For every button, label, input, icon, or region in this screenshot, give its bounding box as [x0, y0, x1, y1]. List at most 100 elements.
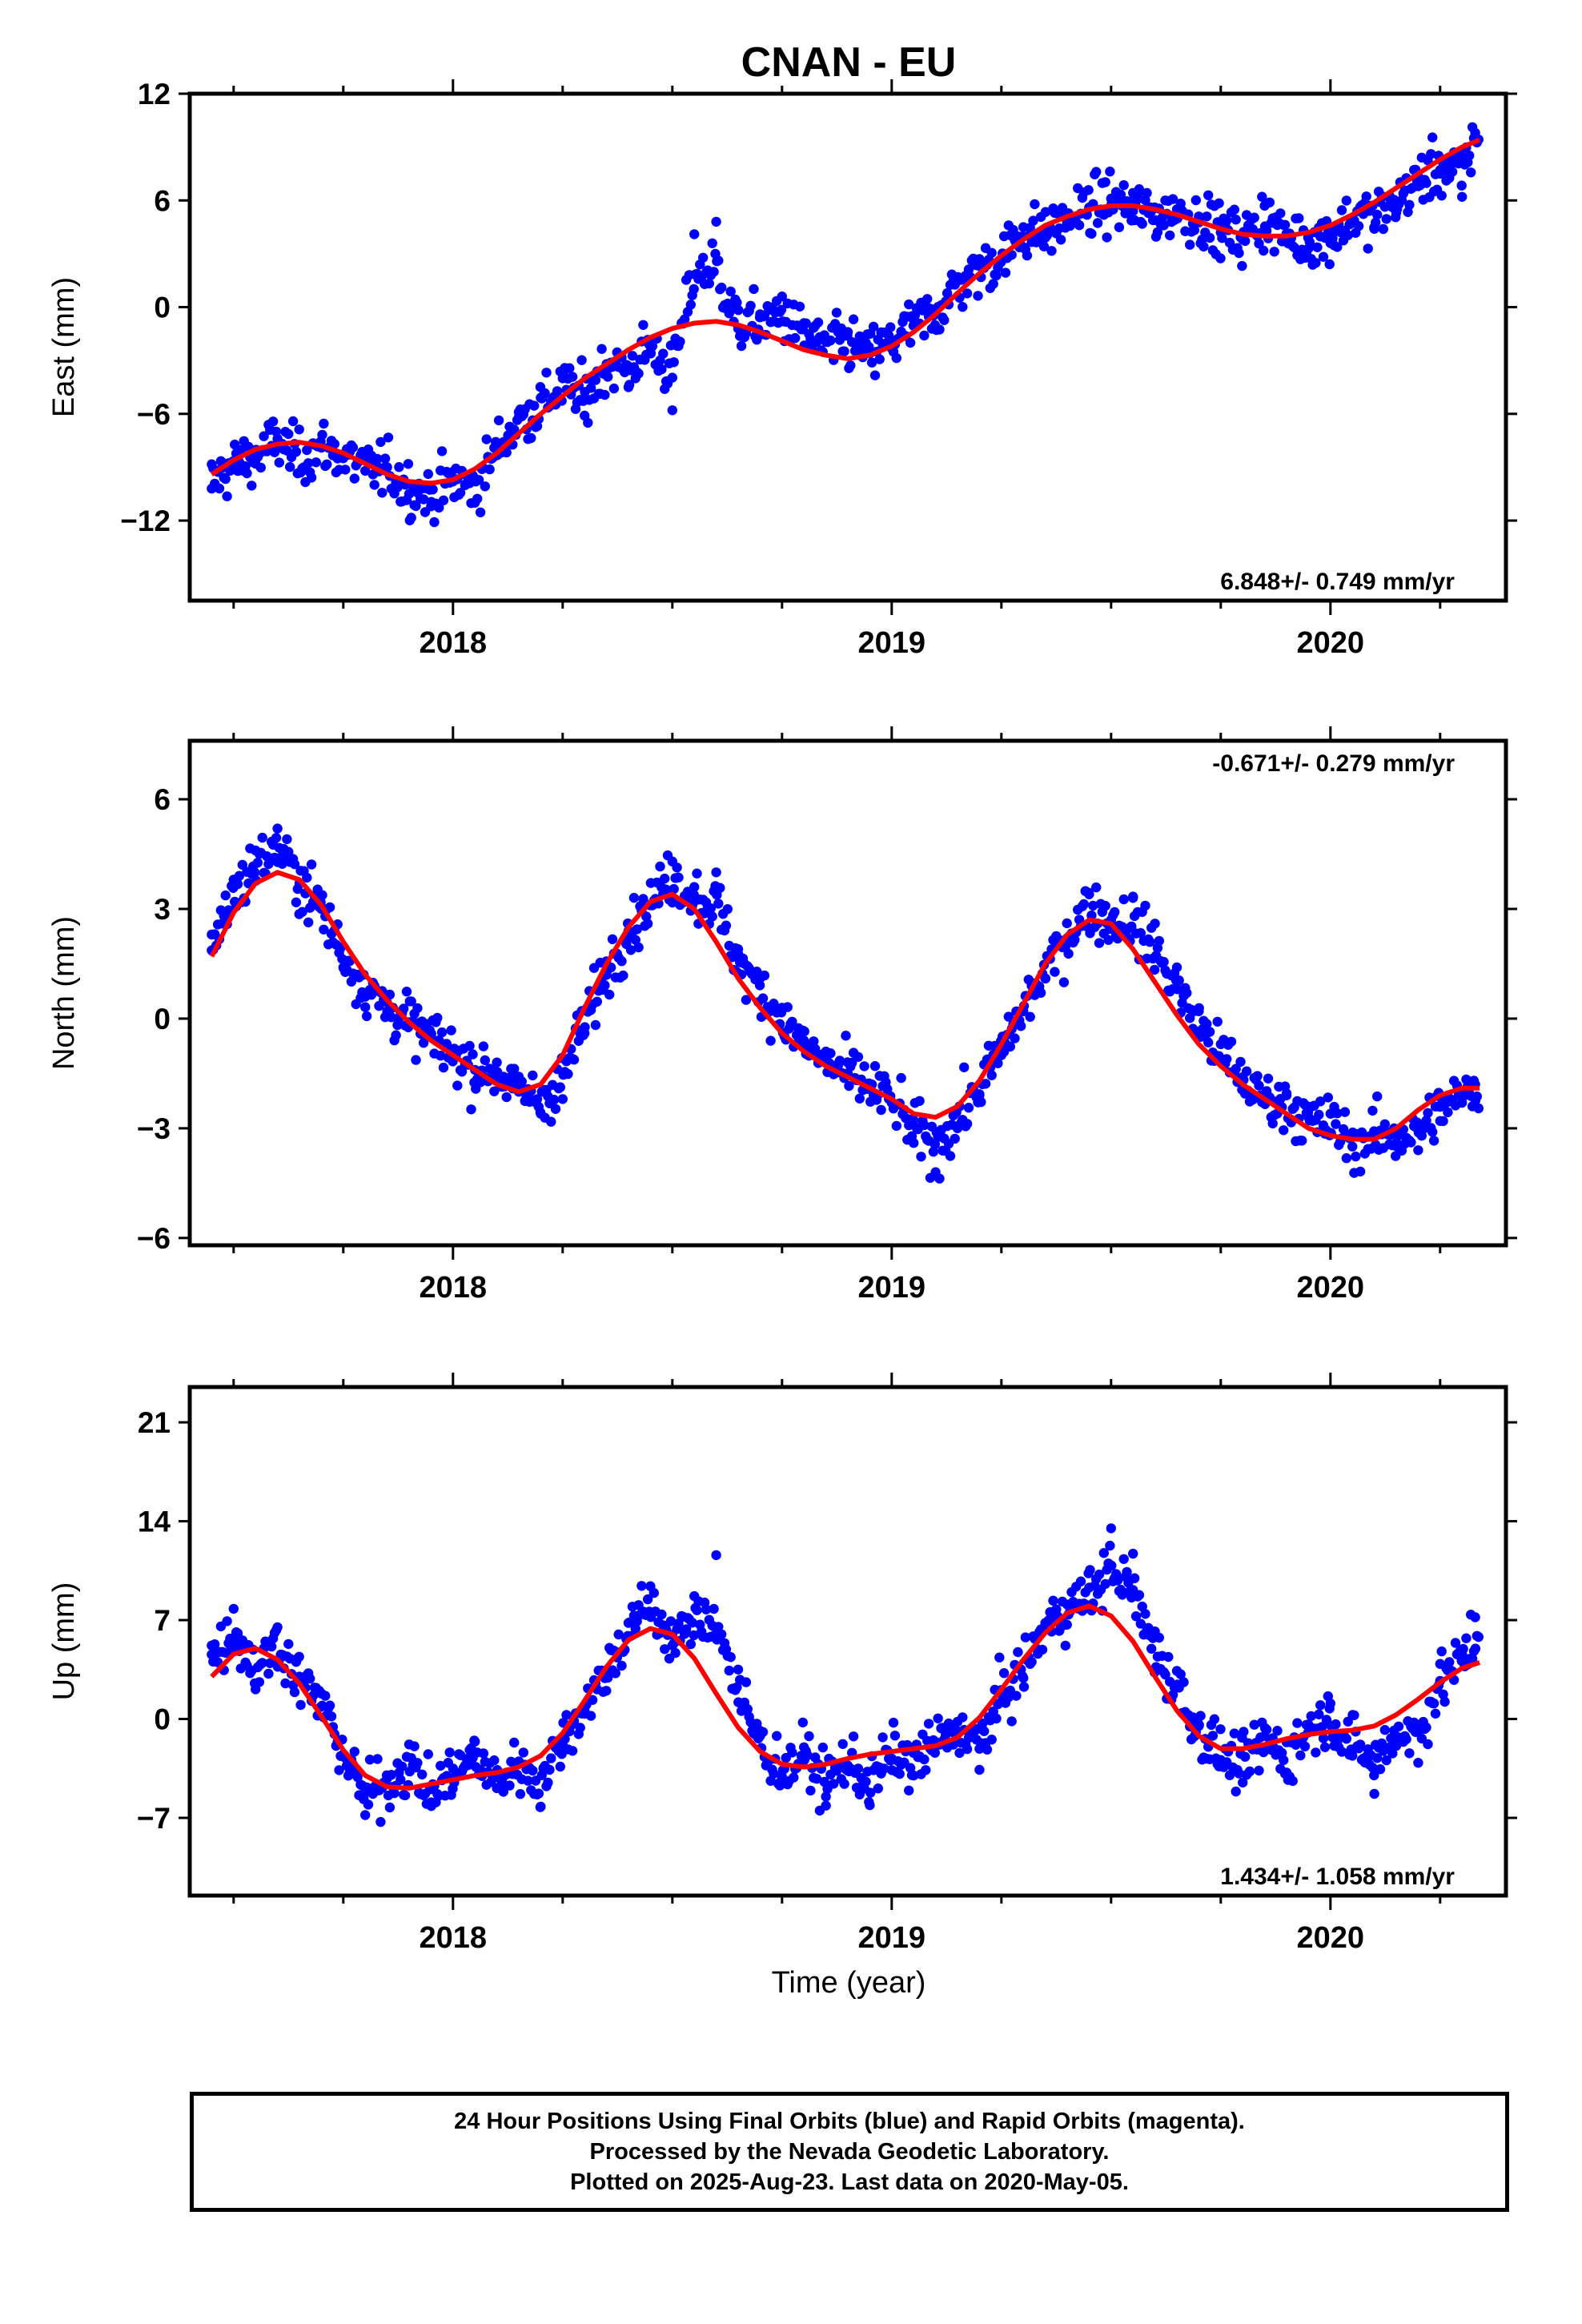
east-data-point — [869, 370, 881, 380]
east-data-point — [214, 483, 225, 494]
north-data-point — [950, 1133, 960, 1144]
up-data-point — [821, 1800, 831, 1811]
up-data-point — [305, 1673, 315, 1684]
up-data-point — [1195, 1711, 1206, 1721]
north-data-point — [1379, 1119, 1391, 1130]
up-data-point — [1020, 1632, 1031, 1642]
up-y-tick-label: 7 — [154, 1604, 171, 1637]
up-data-point — [1244, 1766, 1255, 1777]
up-data-point — [1272, 1726, 1283, 1736]
up-data-point — [979, 1726, 990, 1736]
up-data-point — [994, 1652, 1005, 1663]
north-data-point — [297, 907, 307, 917]
up-data-point — [1060, 1640, 1071, 1651]
east-data-point — [624, 380, 635, 390]
north-data-point — [669, 883, 679, 895]
up-data-point — [829, 1779, 839, 1789]
up-x-tick-label: 2018 — [420, 1921, 488, 1955]
east-data-point — [394, 462, 404, 472]
east-data-point — [403, 459, 414, 469]
east-data-point — [274, 457, 284, 468]
up-data-point — [1229, 1728, 1240, 1739]
north-data-point — [1347, 1141, 1358, 1152]
east-data-point — [790, 332, 801, 344]
east-data-point — [1426, 149, 1436, 159]
east-data-point — [1311, 258, 1321, 268]
up-data-point — [1249, 1719, 1259, 1730]
up-data-point — [352, 1771, 363, 1783]
up-data-point — [443, 1758, 453, 1768]
up-data-point — [1387, 1748, 1398, 1759]
east-data-point — [733, 305, 744, 316]
up-data-point — [1341, 1734, 1352, 1744]
north-data-point — [1128, 891, 1138, 902]
north-data-point — [841, 1031, 851, 1041]
north-data-point — [908, 1115, 919, 1125]
up-data-point — [1215, 1724, 1226, 1735]
north-data-point — [782, 1002, 793, 1012]
east-data-point — [491, 436, 501, 447]
up-data-point — [630, 1623, 640, 1634]
north-data-point — [1070, 935, 1080, 945]
north-data-point — [934, 1173, 945, 1184]
east-data-point — [375, 436, 386, 448]
up-data-point — [1085, 1565, 1095, 1575]
up-data-point — [642, 1594, 653, 1605]
east-data-point — [596, 344, 607, 354]
up-data-point — [1254, 1765, 1264, 1776]
east-data-point — [1092, 218, 1103, 228]
up-plot-area — [207, 1523, 1484, 1827]
north-data-point — [1473, 1103, 1484, 1114]
east-data-point — [1264, 197, 1275, 207]
east-data-point — [656, 364, 667, 375]
north-data-point — [1100, 900, 1110, 911]
north-data-point — [578, 1030, 588, 1041]
up-data-point — [1324, 1703, 1335, 1714]
north-data-point — [466, 1104, 476, 1115]
east-data-point — [222, 491, 232, 501]
north-data-point — [1058, 977, 1070, 987]
up-data-point — [904, 1785, 914, 1795]
east-data-point — [319, 418, 329, 429]
east-data-point — [329, 439, 339, 449]
east-data-point — [480, 481, 490, 492]
up-data-point — [1146, 1643, 1157, 1654]
east-data-point — [285, 461, 295, 472]
east-data-point — [638, 320, 648, 330]
east-data-point — [836, 323, 847, 334]
east-data-point — [220, 473, 231, 485]
up-data-point — [1160, 1669, 1170, 1680]
east-y-tick-label: 0 — [154, 292, 171, 324]
north-data-point — [302, 872, 312, 883]
east-data-point — [633, 368, 644, 379]
east-data-point — [1259, 245, 1269, 256]
north-data-point — [245, 843, 255, 854]
north-data-point — [844, 1080, 854, 1092]
east-data-point — [667, 372, 677, 383]
east-data-point — [1147, 215, 1158, 226]
north-data-point — [406, 996, 416, 1007]
east-data-point — [1324, 259, 1335, 270]
up-data-point — [1017, 1671, 1028, 1682]
east-data-point — [255, 462, 266, 473]
east-data-point — [576, 355, 587, 365]
east-data-point — [1254, 238, 1264, 249]
up-data-point — [1369, 1770, 1379, 1781]
east-data-point — [1378, 223, 1389, 235]
up-data-point — [1240, 1751, 1251, 1762]
up-data-point — [544, 1764, 555, 1775]
north-data-point — [1372, 1091, 1383, 1102]
north-data-point — [1078, 899, 1090, 910]
up-y-tick-label: 14 — [138, 1506, 171, 1538]
north-data-point — [452, 1080, 463, 1091]
north-data-point — [271, 833, 282, 843]
north-data-point — [1235, 1056, 1246, 1068]
chart-title: CNAN - EU — [741, 39, 957, 86]
footer-line-3: Plotted on 2025-Aug-23. Last data on 202… — [570, 2169, 1129, 2195]
up-data-point — [1279, 1755, 1289, 1766]
up-data-point — [567, 1746, 578, 1756]
up-data-point — [725, 1652, 736, 1663]
north-data-point — [324, 902, 335, 913]
north-data-point — [752, 967, 762, 977]
up-data-point — [1094, 1569, 1105, 1580]
